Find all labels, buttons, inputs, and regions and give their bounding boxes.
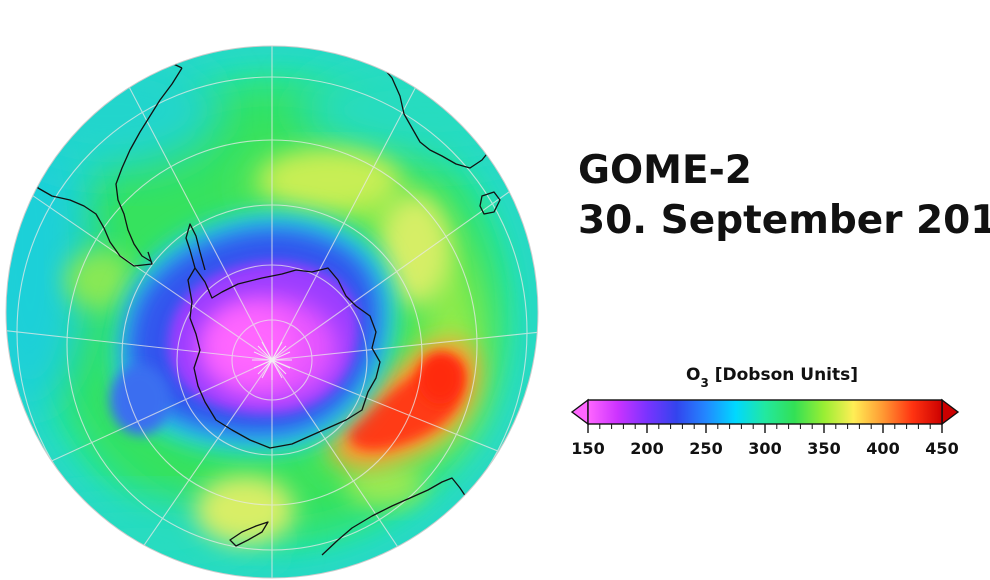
colorbar-tick-label: 200 [630, 439, 663, 458]
ozone-globe-map [5, 45, 539, 579]
colorbar-low-arrow [570, 398, 589, 426]
globe-outline [5, 45, 539, 579]
colorbar-tick-label: 350 [807, 439, 840, 458]
colorbar-tick-label: 300 [748, 439, 781, 458]
australia-coastline [321, 477, 477, 556]
new-zealand-coastline [229, 521, 269, 547]
antarctic-peninsula [185, 223, 206, 271]
antarctica-coastline [187, 267, 381, 449]
coastlines [31, 46, 501, 556]
legend-title: O3 [Dobson Units] [686, 365, 858, 390]
colorbar-tick-label: 400 [866, 439, 899, 458]
colorbar-tick-label: 150 [571, 439, 604, 458]
colorbar-legend: O3 [Dobson Units] 150 200 250 300 350 400 450 [570, 365, 960, 458]
instrument-title: GOME-2 [578, 148, 752, 193]
madagascar-coastline [479, 191, 501, 215]
colorbar-tick-label: 450 [925, 439, 958, 458]
colorbar-ticks: 150 200 250 300 350 400 450 [571, 424, 959, 458]
colorbar-high-arrow [941, 398, 960, 426]
pole-marker [252, 340, 292, 380]
ozone-field [6, 46, 538, 578]
colorbar-tick-label: 250 [689, 439, 722, 458]
colorbar [587, 399, 943, 425]
date-title: 30. September 2012 [578, 198, 990, 243]
graticule-lines [6, 46, 538, 578]
